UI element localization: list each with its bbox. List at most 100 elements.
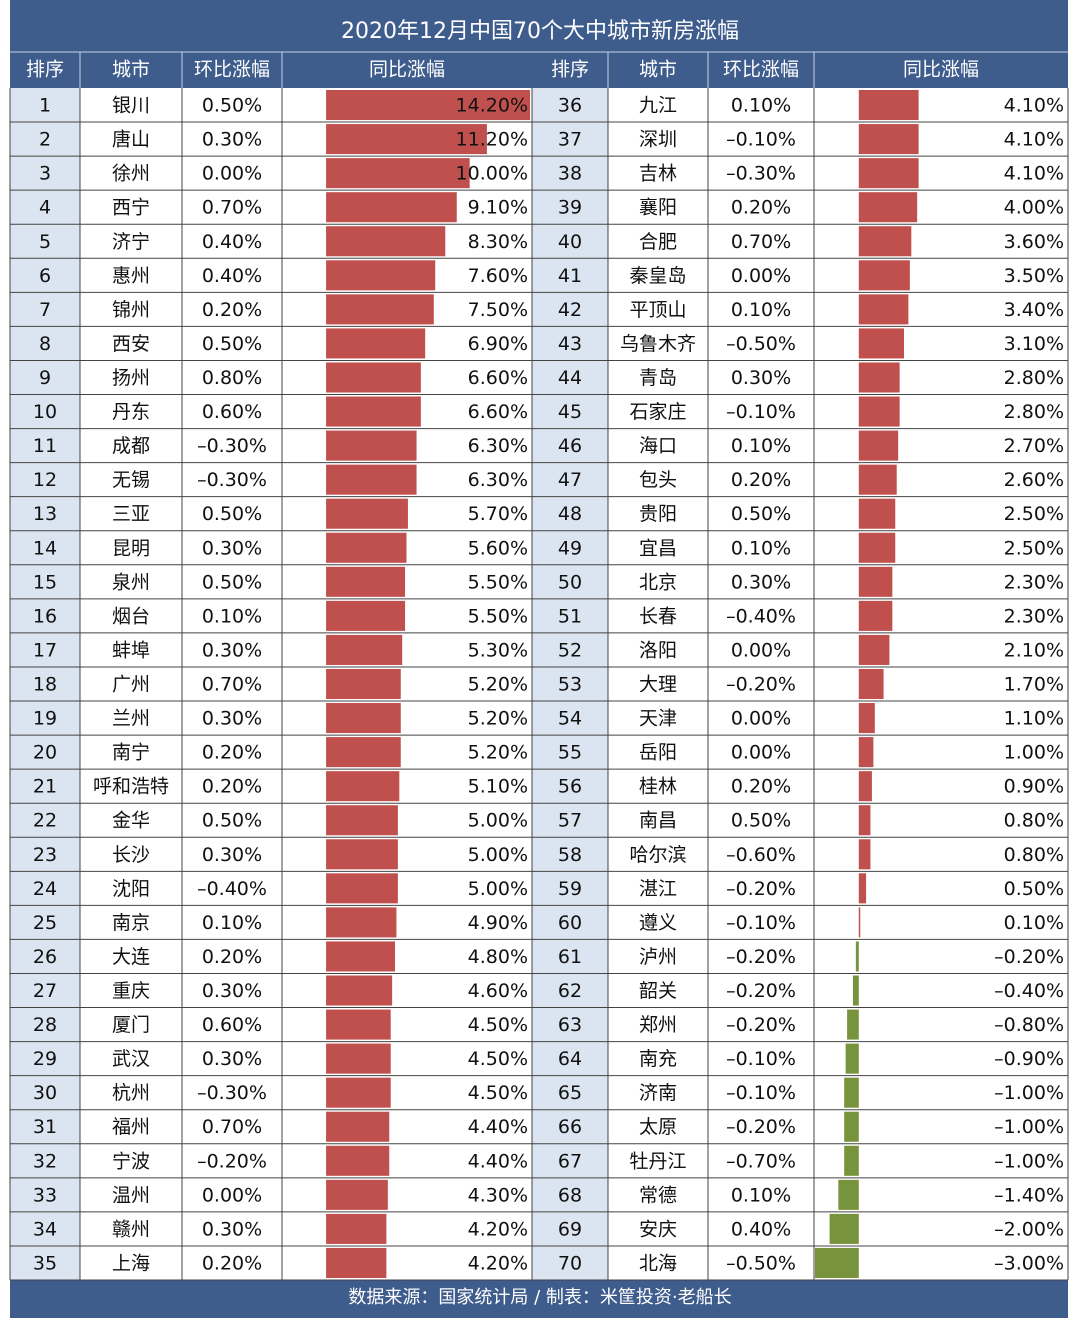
data-bar: [326, 158, 470, 189]
city: 兰州: [112, 708, 150, 730]
data-bar: [858, 668, 884, 700]
yoy-change: 5.20%: [468, 708, 528, 730]
yoy-change: 6.60%: [468, 401, 528, 423]
rank: 64: [558, 1048, 582, 1070]
rank: 68: [558, 1184, 582, 1206]
yoy-change: 5.00%: [468, 878, 528, 900]
mom-change: 0.30%: [202, 537, 262, 559]
rank: 24: [33, 878, 57, 900]
data-bar: [326, 668, 401, 700]
yoy-change: 10.00%: [456, 163, 528, 185]
rank: 50: [558, 571, 582, 593]
mom-change: 0.50%: [731, 503, 791, 525]
mom-change: 0.30%: [202, 844, 262, 866]
title: 2020年12月中国70个大中城市新房涨幅: [341, 19, 739, 44]
city: 长沙: [112, 844, 150, 866]
mom-change: 0.40%: [202, 265, 262, 287]
rank: 5: [39, 231, 51, 253]
yoy-change: 4.80%: [468, 946, 528, 968]
mom-change: 0.30%: [731, 367, 791, 389]
city: 泸州: [639, 946, 677, 968]
mom-change: 0.40%: [202, 231, 262, 253]
city: 常德: [639, 1184, 677, 1206]
mom-change: 0.30%: [202, 980, 262, 1002]
city: 南充: [639, 1048, 677, 1070]
data-bar: [858, 771, 872, 802]
rank: 16: [33, 605, 57, 627]
column-header: 排序: [26, 59, 64, 81]
mom-change: 0.70%: [202, 674, 262, 696]
rank: 69: [558, 1218, 582, 1240]
mom-change: 0.00%: [731, 639, 791, 661]
city: 秦皇岛: [629, 265, 686, 287]
data-bar: [858, 839, 871, 870]
mom-change: –0.10%: [726, 1082, 796, 1104]
mom-change: –0.20%: [726, 1014, 796, 1036]
data-bar: [326, 362, 421, 393]
city: 杭州: [112, 1082, 150, 1104]
yoy-change: 5.20%: [468, 742, 528, 764]
rank: 20: [33, 742, 57, 764]
mom-change: –0.10%: [726, 1048, 796, 1070]
city: 徐州: [112, 163, 150, 185]
rank: 45: [558, 401, 582, 423]
rank: 22: [33, 810, 57, 832]
rank: 66: [558, 1116, 582, 1138]
mom-change: 0.10%: [731, 299, 791, 321]
data-bar: [326, 737, 401, 768]
rank: 2: [39, 129, 51, 151]
city: 大连: [112, 946, 150, 968]
mom-change: 0.50%: [202, 503, 262, 525]
mom-change: 0.10%: [731, 1184, 791, 1206]
mom-change: –0.20%: [726, 878, 796, 900]
rank: 10: [33, 401, 57, 423]
data-bar: [326, 396, 421, 427]
mom-change: 0.00%: [202, 1184, 262, 1206]
data-bar: [326, 90, 530, 121]
mom-change: –0.70%: [726, 1150, 796, 1172]
rank: 18: [33, 674, 57, 696]
rank: 52: [558, 639, 582, 661]
mom-change: –0.30%: [197, 469, 267, 491]
column-header: 环比涨幅: [194, 59, 270, 81]
rank: 31: [33, 1116, 57, 1138]
data-bar: [858, 532, 896, 563]
city: 长春: [639, 605, 677, 627]
mom-change: 0.20%: [731, 469, 791, 491]
mom-change: 0.20%: [202, 299, 262, 321]
yoy-change: 1.70%: [1004, 674, 1064, 696]
yoy-change: 6.30%: [468, 435, 528, 457]
rank: 62: [558, 980, 582, 1002]
data-bar: [858, 873, 867, 904]
data-bar: [326, 464, 417, 495]
mom-change: –0.10%: [726, 401, 796, 423]
city: 湛江: [639, 878, 677, 900]
rank: 41: [558, 265, 582, 287]
yoy-change: 4.50%: [468, 1014, 528, 1036]
data-bar: [858, 805, 871, 836]
rank: 56: [558, 776, 582, 798]
mom-change: –0.60%: [726, 844, 796, 866]
city: 三亚: [112, 503, 150, 525]
city: 包头: [639, 469, 677, 491]
data-bar: [858, 260, 910, 291]
data-bar: [326, 771, 400, 802]
city: 平顶山: [629, 299, 686, 321]
rank: 30: [33, 1082, 57, 1104]
rank: 44: [558, 367, 582, 389]
data-bar: [326, 1145, 390, 1176]
city: 太原: [639, 1116, 677, 1138]
city: 宁波: [112, 1150, 150, 1172]
yoy-change: 9.10%: [468, 197, 528, 219]
yoy-change: 7.50%: [468, 299, 528, 321]
rank-column: [10, 88, 80, 1280]
rank: 38: [558, 163, 582, 185]
city: 济宁: [112, 231, 150, 253]
data-bar: [326, 1009, 391, 1040]
city: 赣州: [112, 1218, 150, 1240]
city: 哈尔滨: [629, 844, 686, 866]
mom-change: 0.30%: [202, 1218, 262, 1240]
mom-change: 0.70%: [202, 1116, 262, 1138]
data-bar: [326, 1247, 387, 1278]
mom-change: –0.30%: [197, 435, 267, 457]
